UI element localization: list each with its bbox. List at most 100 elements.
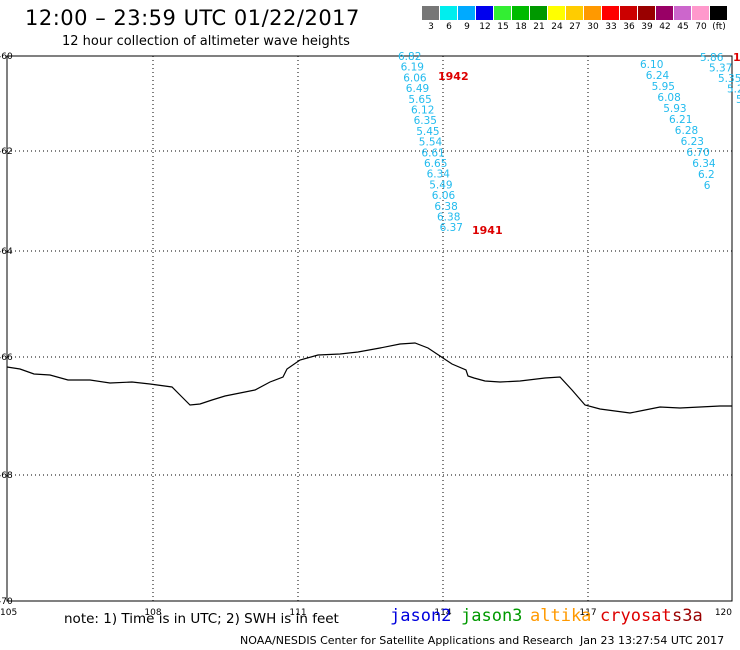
scale-swatch <box>656 6 673 20</box>
scale-label: 45 <box>677 22 689 32</box>
scale-label: 15 <box>497 22 509 32</box>
wave-height-label: 6.10 <box>640 59 663 71</box>
scale-swatch <box>548 6 565 20</box>
x-tick-label: 117 <box>579 608 596 618</box>
y-tick-label: -68 <box>0 471 13 481</box>
wave-height-label: 6.49 <box>406 83 429 95</box>
scale-label: 12 <box>479 22 491 32</box>
wave-height-label: 6.34 <box>692 158 716 170</box>
wave-height-label: 5. <box>736 94 740 106</box>
scale-swatch <box>674 6 691 20</box>
y-tick-label: -60 <box>0 52 13 62</box>
map-subtitle: 12 hour collection of altimeter wave hei… <box>62 34 350 49</box>
scale-swatch <box>476 6 493 20</box>
wave-height-label: 6.82 <box>398 51 421 63</box>
x-tick-label: 105 <box>0 608 17 618</box>
scale-label: 42 <box>659 22 671 32</box>
wave-height-label: 5.86 <box>700 52 724 64</box>
scale-swatch <box>620 6 637 20</box>
wave-height-label: 5.49 <box>429 179 452 191</box>
scale-swatch <box>692 6 709 20</box>
wave-height-label: 6.34 <box>427 169 451 181</box>
satellite-label-s3a: s3a <box>672 606 703 626</box>
satellite-label-jason3: jason3 <box>461 606 523 626</box>
y-tick-label: -70 <box>0 597 13 607</box>
wave-height-label: 6.06 <box>432 190 456 202</box>
scale-swatch <box>566 6 583 20</box>
scale-swatch <box>512 6 529 20</box>
scale-label: 3 <box>428 22 434 32</box>
x-tick-label: 120 <box>715 608 732 618</box>
wave-height-label: 6.65 <box>424 158 447 170</box>
scale-swatch <box>422 6 439 20</box>
scale-label: 30 <box>587 22 599 32</box>
scale-swatch <box>440 6 457 20</box>
wave-height-label: 6.61 <box>421 147 444 159</box>
wave-height-labels: 6.826.196.066.495.656.126.355.455.546.61… <box>398 51 740 234</box>
scale-label: 9 <box>464 22 470 32</box>
wave-height-label: 6.28 <box>675 125 698 137</box>
y-tick-label: -62 <box>0 147 13 157</box>
pass-number-label: 1 <box>733 51 740 64</box>
y-tick-label: -64 <box>0 247 13 257</box>
wave-height-label: 5.35 <box>718 73 740 85</box>
wave-height-label: 6.38 <box>437 212 460 224</box>
scale-label: (ft) <box>712 22 726 32</box>
wave-height-label: 5.95 <box>652 81 675 93</box>
wave-height-label: 6.23 <box>681 136 704 148</box>
satellite-label-cryosat: cryosat <box>600 606 672 626</box>
map-title: 12:00 – 23:59 UTC 01/22/2017 <box>25 6 360 30</box>
scale-label: 39 <box>641 22 653 32</box>
wave-height-label: 6.19 <box>401 62 424 74</box>
wave-height-label: 6.37 <box>440 222 463 234</box>
wave-height-label: 5.37 <box>709 63 732 75</box>
wave-height-label: 6.38 <box>434 201 457 213</box>
scale-swatch <box>602 6 619 20</box>
scale-swatch <box>584 6 601 20</box>
credit-line: NOAA/NESDIS Center for Satellite Applica… <box>240 634 574 647</box>
scale-swatch <box>710 6 727 20</box>
scale-label: 33 <box>605 22 617 32</box>
scale-swatch <box>458 6 475 20</box>
coastline <box>6 342 732 414</box>
pass-labels: 1942 1941 1 <box>438 51 740 237</box>
generated-timestamp: Jan 23 13:27:54 UTC 2017 <box>580 634 725 647</box>
x-tick-label: 111 <box>289 608 306 618</box>
wave-height-label: 5.45 <box>416 126 439 138</box>
satellite-label-altika: altika <box>530 606 592 626</box>
scale-label: 18 <box>515 22 527 32</box>
wave-height-label: 6.2 <box>698 169 715 181</box>
wave-height-label: 6.35 <box>414 115 437 127</box>
scale-label: 70 <box>695 22 707 32</box>
wave-height-label: 5.2 <box>727 84 740 96</box>
wave-height-label: 6.24 <box>646 70 670 82</box>
scale-swatch <box>638 6 655 20</box>
scale-label: 21 <box>533 22 545 32</box>
y-tick-label: -66 <box>0 353 13 363</box>
scale-label: 27 <box>569 22 581 32</box>
scale-label: 6 <box>446 22 452 32</box>
wave-height-label: 6.70 <box>686 147 709 159</box>
wave-height-label: 5.65 <box>408 94 431 106</box>
satellite-label-jason2: jason2 <box>390 606 452 626</box>
x-tick-label: 114 <box>434 608 451 618</box>
wave-height-label: 6.08 <box>657 92 680 104</box>
wave-height-label: 6.06 <box>403 72 427 84</box>
pass-number-label: 1941 <box>472 224 503 237</box>
pass-number-label: 1942 <box>438 70 469 83</box>
footer-note: note: 1) Time is in UTC; 2) SWH is in fe… <box>64 611 339 627</box>
wave-height-label: 5.54 <box>419 137 443 149</box>
scale-swatch <box>530 6 547 20</box>
grid-lines <box>7 56 732 601</box>
x-axis-ticks: 105 108 111 114 117 120 <box>0 608 732 618</box>
wave-height-label: 6.21 <box>669 114 692 126</box>
scale-label: 24 <box>551 22 563 32</box>
x-tick-label: 108 <box>144 608 161 618</box>
scale-label: 36 <box>623 22 635 32</box>
y-axis-ticks: -60 -62 -64 -66 -68 -70 <box>0 52 13 607</box>
wave-height-label: 5.93 <box>663 103 686 115</box>
map-frame <box>6 55 733 602</box>
wave-height-label: 6 <box>704 180 711 192</box>
scale-swatch <box>494 6 511 20</box>
